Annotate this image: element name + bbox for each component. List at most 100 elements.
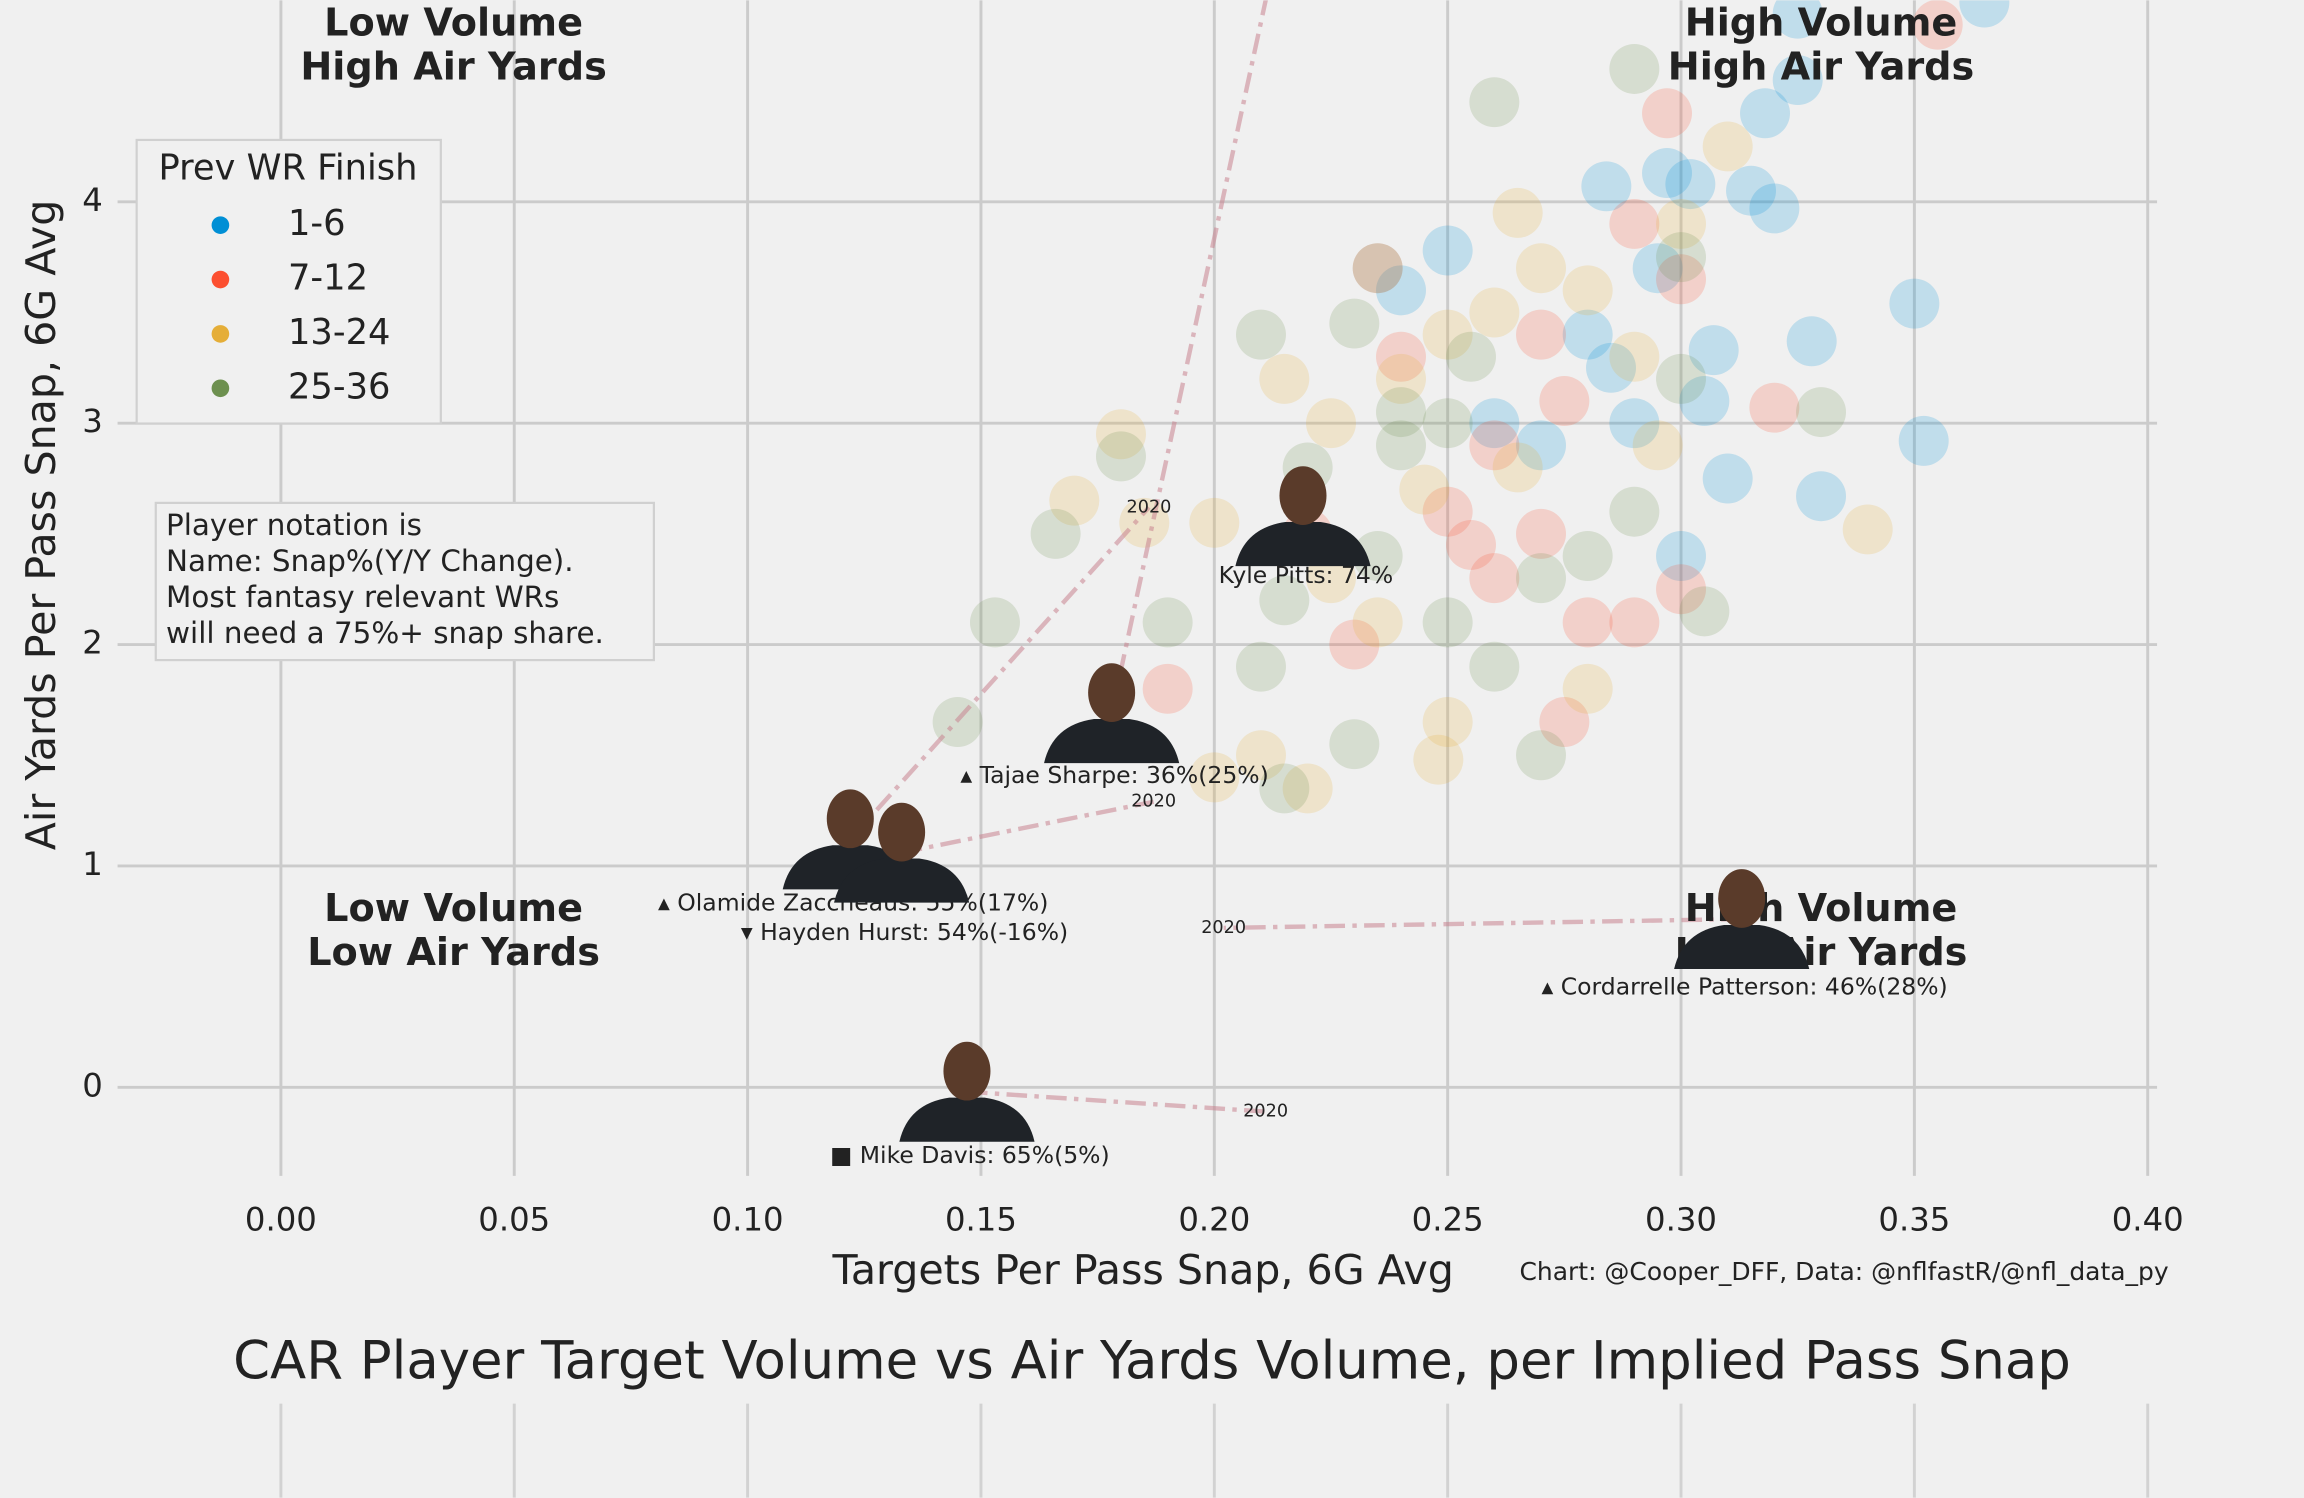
point [1282,763,1333,814]
point [1236,309,1286,360]
point [1772,0,1823,39]
point [1609,331,1660,382]
quadrant-label: High Air Yards [300,45,606,89]
point [1898,415,1949,466]
photo-shoulders [1674,924,1810,970]
point [1352,531,1403,581]
player-photo [1044,663,1180,764]
point [1189,497,1240,548]
point [1912,0,1963,50]
player-label: ■ Mike Davis: 65%(5%) [830,1141,1110,1169]
point [1772,55,1823,106]
point [1749,382,1800,433]
trails [848,0,1742,1114]
prev-label: 2020 [1127,497,1172,517]
point [1656,198,1706,249]
point [1656,353,1706,404]
quadrant-label: High Air Yards [1668,45,1974,89]
point [1562,531,1613,581]
point [1095,431,1146,482]
point [1352,597,1403,648]
point [1306,398,1356,449]
point [1562,265,1613,316]
point [1581,161,1632,212]
player-photo [899,1041,1035,1142]
legend: Prev WR Finish 1-6 7-12 13-24 25-36 [135,138,442,425]
point [1329,619,1380,670]
legend-label: 13-24 [288,312,390,353]
points [932,0,2010,814]
trail [966,1089,1266,1114]
trail [901,799,1155,855]
bottom-artifact [279,1403,2150,1498]
point [1796,471,1847,522]
prev-label: 2020 [1201,918,1246,938]
quadrant-label: High Volume [1685,1,1958,45]
point [1702,453,1753,504]
point [1469,287,1520,338]
point [1469,398,1520,449]
quadrant-label: Low Air Yards [307,931,600,975]
prev-label: 2020 [1243,1102,1288,1122]
point [1786,316,1837,367]
player-photo [1674,869,1810,970]
point [1329,298,1380,349]
point [1142,663,1193,714]
point [1679,586,1730,637]
point [1740,88,1791,139]
chart-title: CAR Player Target Volume vs Air Yards Vo… [233,1331,2071,1392]
legend-marker [211,379,230,398]
prev-label: 2020 [1131,792,1176,812]
note-box [154,501,655,662]
trail [1223,916,1742,931]
point [1422,225,1473,276]
point [1030,508,1081,559]
point [1413,734,1464,785]
point [1726,165,1777,216]
point [1632,420,1683,471]
point [1562,597,1613,648]
point [1632,243,1683,294]
point [1469,553,1520,604]
point [1376,331,1426,382]
point [1586,342,1636,393]
point [1516,508,1566,559]
photo-shoulders [834,858,970,903]
x-tick-label: 0.00 [245,1200,317,1238]
legend-marker [211,325,230,343]
note-line: will need a 75%+ snap share. [166,616,604,650]
point [1609,398,1660,449]
point [1516,243,1566,294]
point [1142,597,1193,648]
credit: Chart: @Cooper_DFF, Data: @nflfastR/@nfl… [1519,1257,2168,1286]
point [1516,730,1566,781]
photo-shoulders [1235,522,1371,567]
point [1469,420,1520,471]
point [1095,409,1146,460]
point [1702,121,1753,172]
point [1749,183,1800,234]
y-tick-label: 0 [82,1066,103,1104]
point [1665,159,1716,210]
point [1609,597,1660,648]
point [1516,420,1566,471]
photo-head [1718,869,1766,928]
point [1679,376,1730,427]
point [1329,719,1380,770]
point [1642,88,1692,139]
x-tick-label: 0.35 [1878,1200,1950,1238]
point [1376,387,1426,438]
legend-marker [211,216,230,234]
note-line: Player notation is [166,508,422,542]
photo-shoulders [899,1097,1035,1142]
player-label: ▴ Cordarrelle Patterson: 46%(28%) [1542,973,1948,1001]
point [1259,763,1310,814]
x-tick-label: 0.20 [1178,1200,1250,1238]
point [1376,353,1426,404]
photo-shoulders [1044,719,1180,764]
trail [1109,0,1268,714]
x-tick-label: 0.25 [1412,1200,1484,1238]
player-label: ▾ Hayden Hurst: 54%(-16%) [741,918,1068,946]
point [1352,243,1403,294]
